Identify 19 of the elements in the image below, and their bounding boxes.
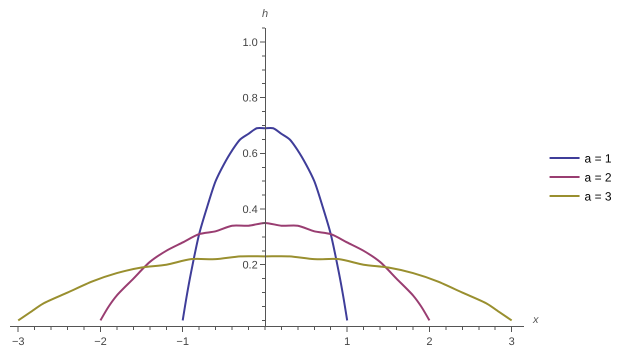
y-tick-label: 0.8 [242, 92, 258, 104]
x-tick-label: 1 [344, 336, 350, 348]
line-series [182, 127, 348, 322]
legend-label: a = 2 [584, 170, 612, 185]
x-tick-label: −1 [176, 336, 189, 348]
x-axis-title: x [532, 314, 539, 326]
y-tick-label: 1.0 [242, 36, 258, 49]
y-axis-title: h [262, 8, 268, 20]
y-tick-label: 0.2 [242, 260, 258, 272]
y-tick-label: 0.6 [242, 148, 258, 160]
legend-label: a = 1 [584, 152, 612, 166]
x-tick-label: 2 [426, 336, 432, 348]
line-series [17, 255, 513, 322]
x-tick-label: −2 [94, 336, 107, 348]
legend-label: a = 3 [584, 190, 612, 204]
x-tick-label: −3 [12, 336, 24, 348]
x-tick-label: 3 [508, 336, 515, 348]
line-series [99, 222, 430, 322]
y-tick-label: 0.4 [242, 204, 258, 216]
